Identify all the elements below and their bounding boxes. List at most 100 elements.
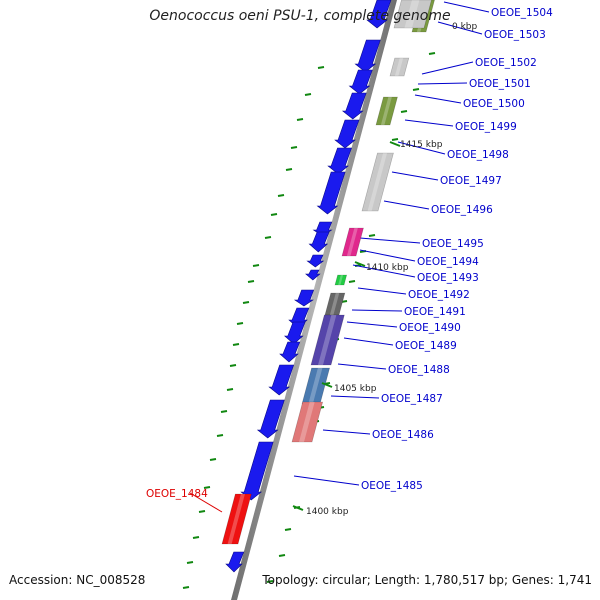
kbp-tick-label: 1415 kbp bbox=[400, 140, 443, 150]
gc-dash bbox=[304, 93, 312, 96]
leader-line bbox=[322, 429, 371, 435]
gene-label[interactable]: OEOE_1497 bbox=[440, 175, 502, 187]
leader-line bbox=[443, 1, 490, 13]
gene-arrows-layer bbox=[225, 0, 392, 573]
leader-line bbox=[383, 200, 430, 210]
gene-arrow bbox=[279, 341, 301, 363]
gene-feature-shine bbox=[308, 368, 323, 404]
gc-dash bbox=[226, 388, 234, 391]
highlighted-gene-feature[interactable] bbox=[221, 493, 252, 545]
gene-arrow-shape bbox=[334, 119, 360, 149]
gene-label[interactable]: OEOE_1494 bbox=[417, 256, 479, 268]
gene-arrow-shape bbox=[283, 321, 306, 345]
gene-label[interactable]: OEOE_1487 bbox=[381, 393, 443, 405]
gene-label[interactable]: OEOE_1502 bbox=[475, 57, 537, 69]
gene-label[interactable]: OEOE_1495 bbox=[422, 238, 484, 250]
kbp-ticks-layer: 1415 kbp 1410 kbp 1405 kbp 1400 kbp 0 kbp bbox=[292, 22, 478, 517]
gene-arrow-shape bbox=[225, 551, 245, 573]
gene-label[interactable]: OEOE_1490 bbox=[399, 322, 461, 334]
leader-line bbox=[352, 264, 416, 278]
gene-arrow-shape bbox=[256, 399, 285, 439]
gene-label[interactable]: OEOE_1503 bbox=[484, 29, 546, 41]
gene-label[interactable]: OEOE_1492 bbox=[408, 289, 470, 301]
gene-feature-shine bbox=[380, 97, 392, 125]
gc-dash bbox=[198, 510, 206, 513]
leader-line bbox=[346, 321, 398, 328]
gene-arrow bbox=[305, 269, 321, 281]
leader-line bbox=[343, 337, 394, 346]
gene-label[interactable]: OEOE_1486 bbox=[372, 429, 434, 441]
gene-arrow bbox=[283, 321, 306, 345]
gene-arrow bbox=[308, 231, 330, 253]
gene-label[interactable]: OEOE_1493 bbox=[417, 272, 479, 284]
gene-arrow-shape bbox=[316, 171, 346, 215]
gene-feature[interactable] bbox=[393, 0, 432, 29]
kbp-tick-label-partial: 0 kbp bbox=[452, 22, 478, 32]
gc-dash bbox=[247, 280, 255, 283]
gc-dash bbox=[277, 194, 285, 197]
gc-dash bbox=[391, 138, 399, 141]
gene-arrow bbox=[334, 119, 360, 149]
kbp-tick-label: 1410 kbp bbox=[366, 263, 409, 273]
backbone-group bbox=[231, 0, 397, 600]
gc-dash bbox=[252, 264, 260, 267]
gene-label[interactable]: OEOE_1491 bbox=[404, 306, 466, 318]
gene-feature[interactable] bbox=[389, 57, 410, 77]
leader-line bbox=[189, 492, 223, 513]
gc-dash bbox=[290, 146, 298, 149]
gene-arrow bbox=[348, 69, 373, 95]
gc-dash bbox=[209, 458, 217, 461]
gene-feature[interactable] bbox=[361, 152, 394, 212]
gene-feature[interactable] bbox=[310, 314, 345, 366]
gc-dash bbox=[270, 213, 278, 216]
leader-line bbox=[421, 61, 474, 75]
gene-label[interactable]: OEOE_1496 bbox=[431, 204, 493, 216]
gene-arrow-shape bbox=[268, 364, 295, 396]
gene-arrow bbox=[306, 254, 325, 268]
leader-line bbox=[359, 237, 421, 244]
gc-dash bbox=[203, 486, 211, 489]
gene-label[interactable]: OEOE_1499 bbox=[455, 121, 517, 133]
gene-arrow-shape bbox=[341, 92, 367, 120]
gene-label[interactable]: OEOE_1504 bbox=[491, 7, 553, 19]
gene-label[interactable]: OEOE_1485 bbox=[361, 480, 423, 492]
gene-feature-shine bbox=[318, 315, 337, 365]
gene-feature-shine bbox=[329, 293, 340, 315]
gc-dash bbox=[285, 168, 293, 171]
gene-feature[interactable] bbox=[291, 401, 324, 443]
gene-label[interactable]: OEOE_1500 bbox=[463, 98, 525, 110]
gc-dash bbox=[220, 410, 228, 413]
gene-arrow-shape bbox=[348, 69, 373, 95]
leader-line bbox=[330, 395, 380, 399]
gene-labels-layer: OEOE_1504 OEOE_1503 OEOE_1502 OEOE_1501 OEOE… bbox=[146, 7, 553, 500]
gc-dash bbox=[296, 118, 304, 121]
leader-line bbox=[404, 119, 454, 127]
gene-label[interactable]: OEOE_1498 bbox=[447, 149, 509, 161]
gc-dash bbox=[242, 301, 250, 304]
highlighted-gene-label[interactable]: OEOE_1484 bbox=[146, 488, 208, 500]
topology-footer: Topology: circular; Length: 1,780,517 bp… bbox=[262, 573, 592, 587]
gene-arrow bbox=[354, 39, 381, 73]
gene-feature-shine bbox=[404, 0, 420, 28]
gene-feature[interactable] bbox=[341, 227, 364, 257]
gc-dash bbox=[266, 580, 274, 583]
gene-arrow bbox=[366, 0, 392, 29]
gene-label[interactable]: OEOE_1488 bbox=[388, 364, 450, 376]
kbp-tick bbox=[321, 382, 333, 388]
gene-feature[interactable] bbox=[375, 96, 398, 126]
gc-dash bbox=[232, 343, 240, 346]
gene-label[interactable]: OEOE_1501 bbox=[469, 78, 531, 90]
gene-arrow bbox=[341, 92, 367, 120]
gene-arrow bbox=[316, 171, 346, 215]
gene-arrow-shape bbox=[366, 0, 392, 29]
gene-feature-shine bbox=[338, 275, 344, 285]
label-leader-lines bbox=[189, 1, 490, 513]
gene-arrow-shape bbox=[305, 269, 321, 281]
kbp-tick-label: 1400 kbp bbox=[306, 507, 349, 517]
kbp-tick bbox=[292, 505, 304, 511]
gene-label[interactable]: OEOE_1489 bbox=[395, 340, 457, 352]
gene-feature[interactable] bbox=[334, 274, 348, 286]
gene-feature-shine bbox=[346, 228, 358, 256]
gc-dash bbox=[317, 66, 325, 69]
